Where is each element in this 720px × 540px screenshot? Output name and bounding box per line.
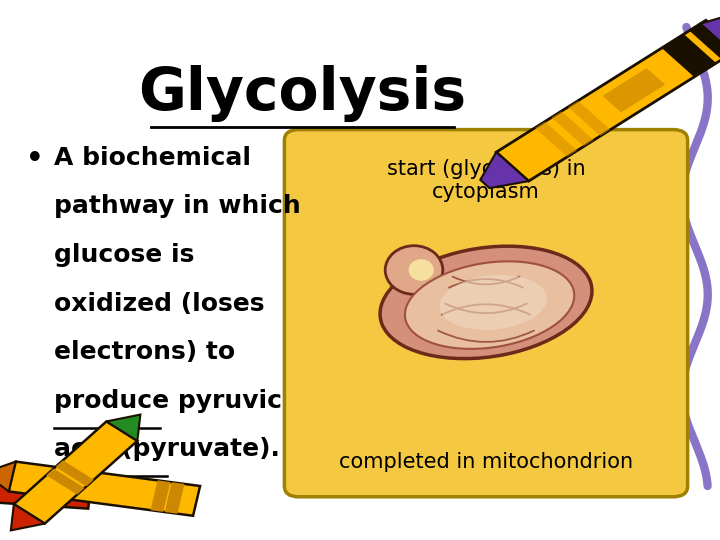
Polygon shape <box>0 462 16 491</box>
Polygon shape <box>480 152 528 188</box>
FancyBboxPatch shape <box>46 469 84 495</box>
Ellipse shape <box>440 275 546 330</box>
FancyArrowPatch shape <box>438 330 534 342</box>
Text: completed in mitochondrion: completed in mitochondrion <box>339 453 633 472</box>
FancyArrowPatch shape <box>441 304 531 315</box>
FancyBboxPatch shape <box>165 482 184 514</box>
FancyBboxPatch shape <box>603 68 665 112</box>
Ellipse shape <box>405 261 575 349</box>
FancyBboxPatch shape <box>568 101 611 136</box>
FancyBboxPatch shape <box>0 476 91 509</box>
FancyBboxPatch shape <box>14 421 138 524</box>
Polygon shape <box>701 17 720 53</box>
Polygon shape <box>107 415 140 441</box>
FancyBboxPatch shape <box>662 34 716 77</box>
Ellipse shape <box>409 259 434 281</box>
FancyBboxPatch shape <box>150 481 171 512</box>
Text: pathway in which: pathway in which <box>54 194 301 218</box>
Text: start (glycolysis) in
cytoplasm: start (glycolysis) in cytoplasm <box>387 159 585 202</box>
Text: A biochemical: A biochemical <box>54 146 251 170</box>
FancyArrowPatch shape <box>452 276 520 285</box>
FancyBboxPatch shape <box>496 20 720 181</box>
Text: electrons) to: electrons) to <box>54 340 235 364</box>
Ellipse shape <box>385 246 443 294</box>
Text: oxidized (loses: oxidized (loses <box>54 292 264 315</box>
FancyBboxPatch shape <box>284 130 688 497</box>
FancyArrowPatch shape <box>445 303 527 313</box>
Polygon shape <box>11 504 45 530</box>
Ellipse shape <box>380 246 592 359</box>
FancyBboxPatch shape <box>552 111 594 146</box>
FancyBboxPatch shape <box>9 462 200 516</box>
Text: acid (pyruvate).: acid (pyruvate). <box>54 437 280 461</box>
FancyArrowPatch shape <box>449 279 523 288</box>
FancyBboxPatch shape <box>535 122 577 157</box>
Text: glucose is: glucose is <box>54 243 194 267</box>
FancyBboxPatch shape <box>55 460 94 487</box>
FancyBboxPatch shape <box>689 24 720 59</box>
Text: •: • <box>25 143 45 176</box>
Text: produce pyruvic: produce pyruvic <box>54 389 282 413</box>
Text: Glycolysis: Glycolysis <box>138 65 467 122</box>
